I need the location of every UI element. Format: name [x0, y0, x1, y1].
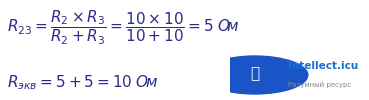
- Circle shape: [202, 56, 308, 94]
- Text: $\mathit{R}_{23} = \dfrac{\mathit{R}_2 \times \mathit{R}_3}{\mathit{R}_2 + \math: $\mathit{R}_{23} = \dfrac{\mathit{R}_2 \…: [7, 9, 240, 47]
- Text: $\mathit{R}_{\mathit{экв}} = 5 + 5 = 10 \; \mathit{O\!м}$: $\mathit{R}_{\mathit{экв}} = 5 + 5 = 10 …: [7, 74, 159, 92]
- Text: ⛹: ⛹: [250, 66, 259, 81]
- Text: Разумный ресурс: Разумный ресурс: [288, 82, 352, 88]
- Text: Intellect.icu: Intellect.icu: [288, 61, 359, 71]
